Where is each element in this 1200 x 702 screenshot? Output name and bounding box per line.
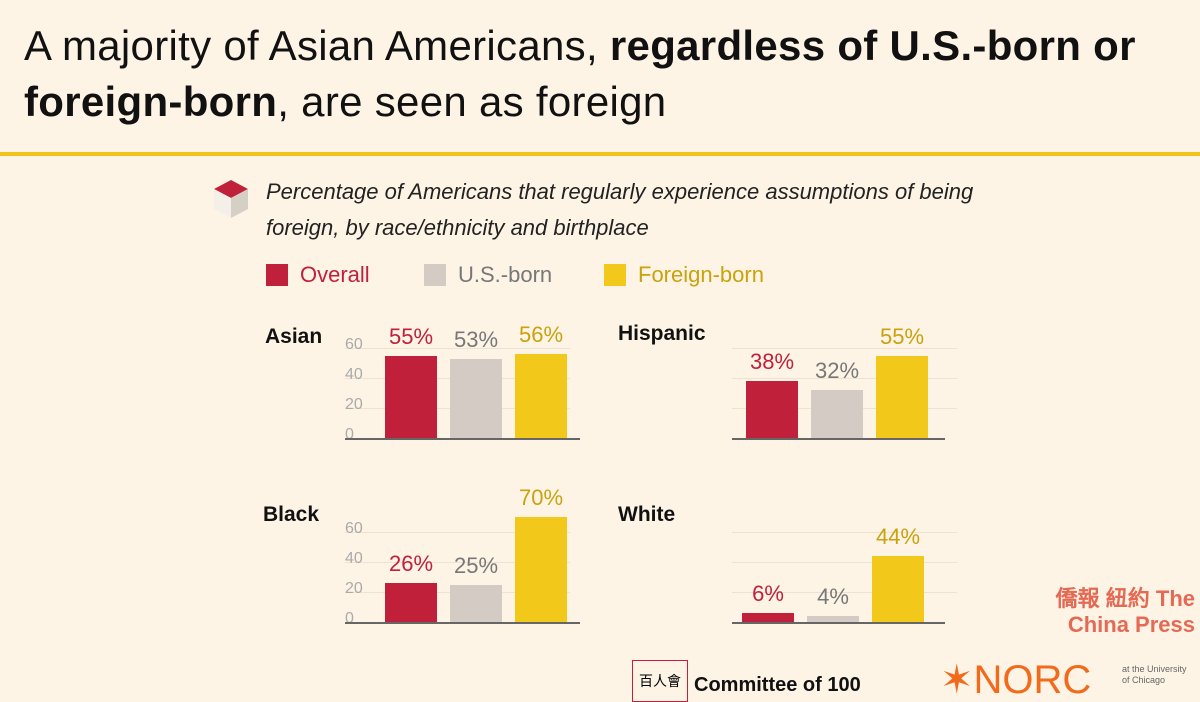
y-tick-label: 60: [345, 336, 363, 353]
bar-hispanic-overall: [746, 381, 798, 438]
gridline: [732, 378, 957, 379]
panel-title-black: Black: [263, 503, 320, 526]
gridline: [732, 532, 957, 533]
legend-overall: Overall: [266, 262, 370, 288]
y-tick-label: 60: [345, 520, 363, 537]
baseline: [732, 438, 945, 440]
legend-foreign-born: Foreign-born: [604, 262, 764, 288]
baseline: [732, 622, 945, 624]
data-label: 38%: [749, 349, 795, 374]
gridline: [345, 532, 570, 533]
legend-us-born: U.S.-born: [424, 262, 552, 288]
bar-white-u.s.-born: [807, 616, 859, 622]
baseline: [345, 438, 580, 440]
data-label: 70%: [518, 485, 564, 510]
china-press-watermark: 僑報 紐約 The China Press: [1055, 586, 1195, 637]
y-tick-label: 40: [345, 550, 363, 567]
y-tick-label: 0: [345, 426, 354, 443]
bar-black-foreign-born: [515, 517, 567, 622]
bar-black-u.s.-born: [450, 584, 502, 622]
bar-hispanic-foreign-born: [876, 355, 928, 438]
bar-hispanic-u.s.-born: [811, 390, 863, 438]
committee-of-100-logo-mark: 百人會: [632, 660, 688, 702]
y-tick-label: 20: [345, 580, 363, 597]
slide-title: A majority of Asian Americans, regardles…: [24, 22, 1136, 125]
y-tick-label: 40: [345, 366, 363, 383]
data-label: 32%: [814, 358, 860, 383]
panel-title-hispanic: Hispanic: [618, 322, 706, 345]
committee-of-100-logo: Committee of 100: [694, 674, 861, 696]
data-label: 6%: [752, 581, 784, 606]
bar-white-foreign-born: [872, 556, 924, 622]
gridline: [732, 562, 957, 563]
data-label: 44%: [875, 524, 921, 549]
data-label: 25%: [453, 552, 499, 578]
bar-asian-u.s.-born: [450, 358, 502, 438]
norc-subtitle: at the University of Chicago: [1122, 664, 1187, 685]
bar-asian-overall: [385, 355, 437, 438]
baseline: [345, 622, 580, 624]
panel-title-white: White: [618, 503, 676, 526]
data-label: 4%: [817, 584, 849, 609]
data-label: 55%: [879, 323, 925, 349]
data-label: 56%: [518, 322, 564, 347]
gridline: [732, 592, 957, 593]
norc-logo: ✶NORC: [940, 658, 1092, 702]
panel-title-asian: Asian: [265, 325, 323, 348]
cube-icon: [214, 180, 248, 218]
title-divider: [0, 152, 1200, 156]
y-tick-label: 20: [345, 396, 363, 413]
gridline: [345, 562, 570, 563]
bar-white-overall: [742, 613, 794, 622]
y-tick-label: 0: [345, 610, 354, 627]
chart-subtitle: Percentage of Americans that regularly e…: [266, 179, 974, 240]
bar-black-overall: [385, 583, 437, 622]
gridline: [732, 348, 957, 349]
data-label: 55%: [388, 323, 434, 349]
data-label: 53%: [453, 326, 499, 352]
data-label: 26%: [388, 551, 434, 576]
bar-asian-foreign-born: [515, 354, 567, 438]
gridline: [345, 348, 570, 349]
